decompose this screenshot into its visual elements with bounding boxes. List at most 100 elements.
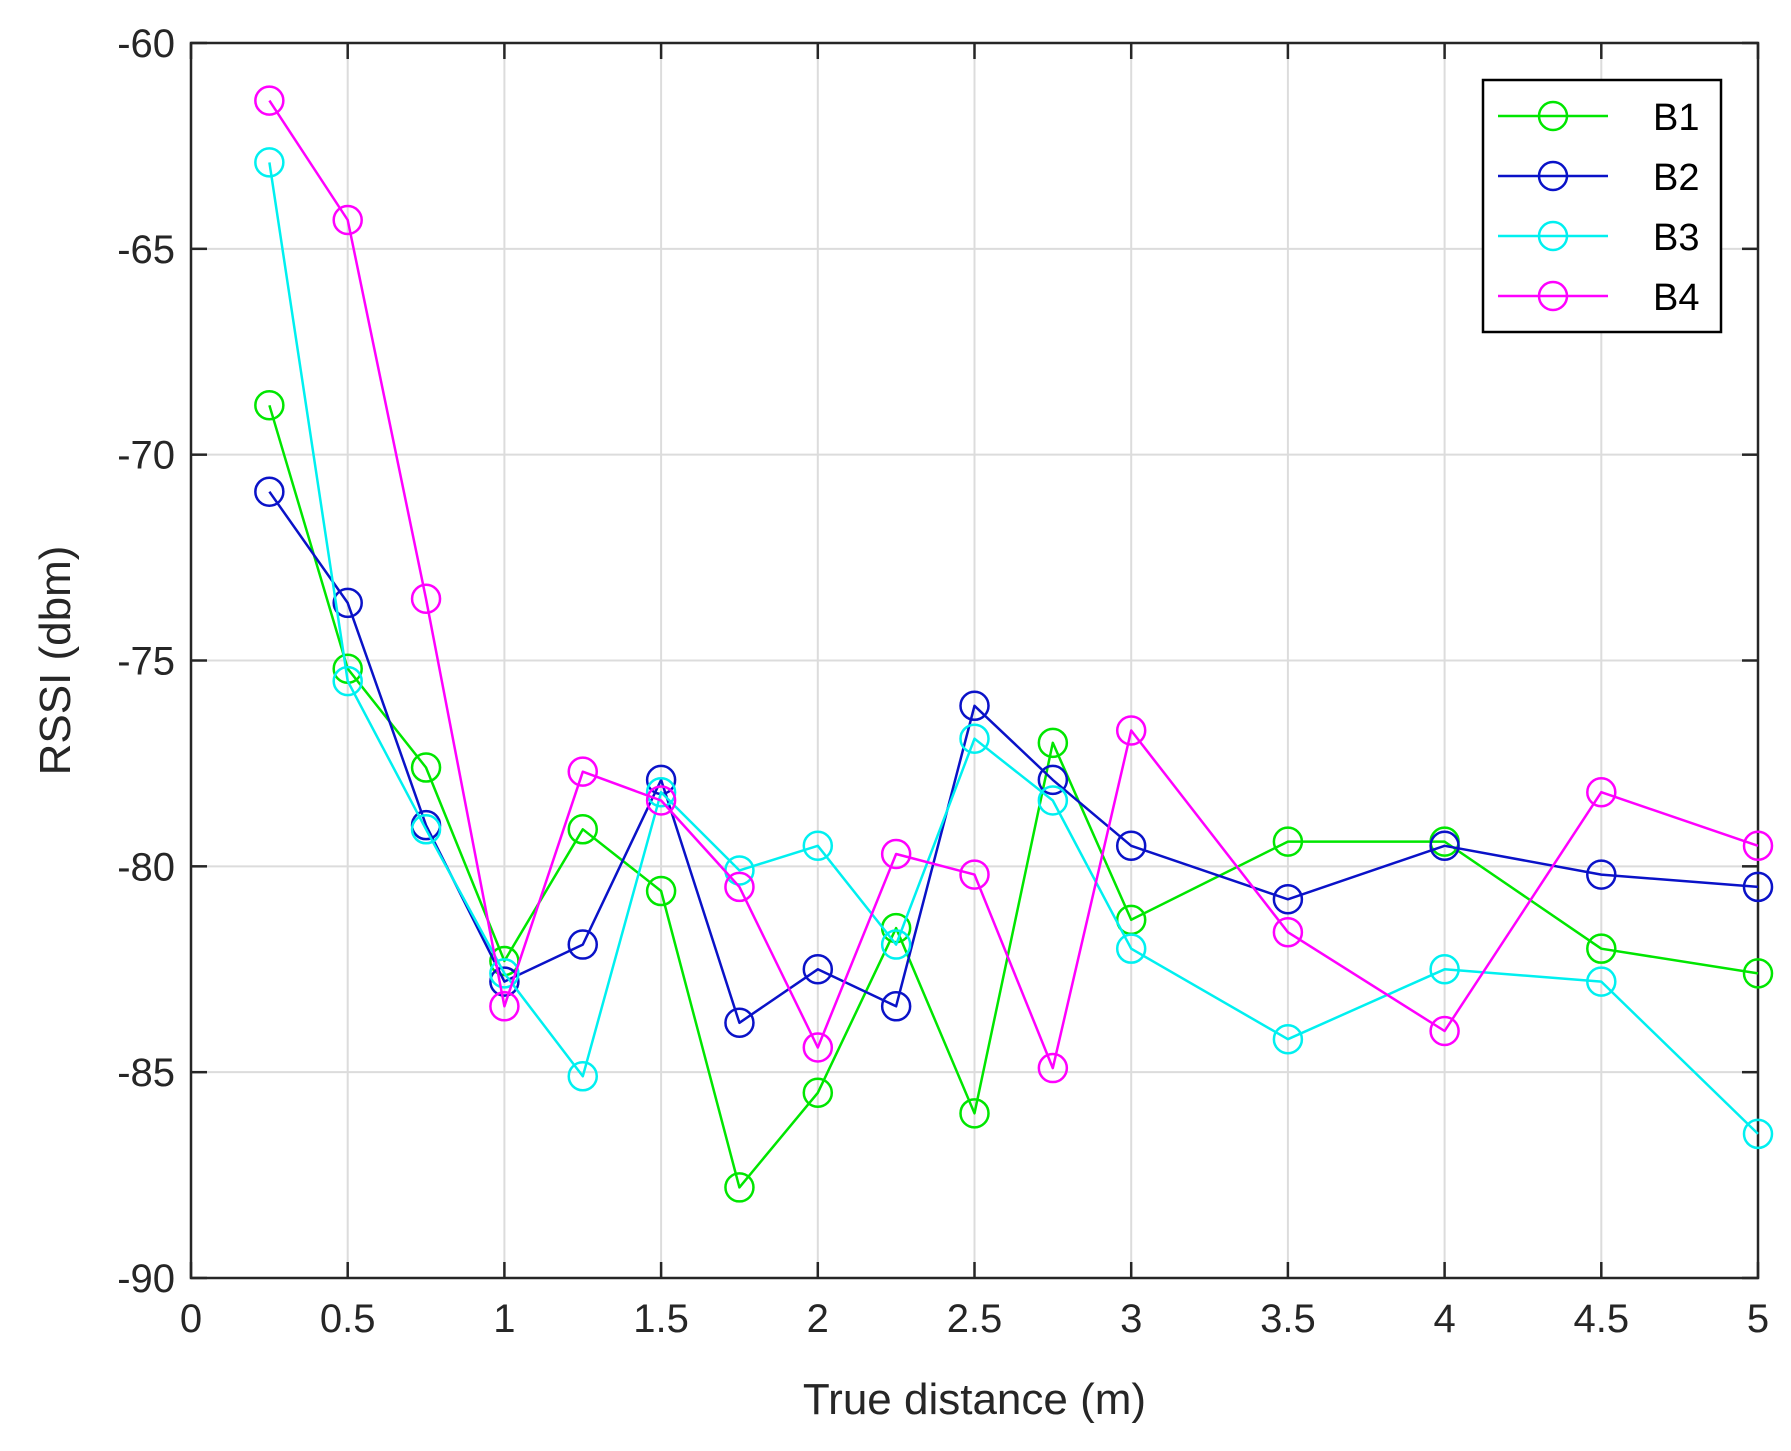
y-tick-label: -85 [117,1051,175,1095]
legend-marker-b3 [1537,220,1569,252]
data-point-b3 [567,1061,598,1092]
data-point-b2 [254,476,285,507]
y-tick-label: -75 [117,640,175,684]
x-tick-label: 5 [1747,1297,1769,1341]
y-tick-label: -90 [117,1257,175,1301]
data-point-b3 [489,958,520,989]
data-point-b4 [410,583,442,614]
legend-box [1481,78,1723,334]
data-point-b3 [1272,1023,1304,1055]
data-point-b2 [567,929,598,960]
legend-label-b1: B1 [1653,97,1699,139]
legend-entry-b1: B1 [1498,97,1699,139]
data-point-b3 [1037,785,1069,816]
series-line-b3 [268,162,1759,1135]
series-b3 [254,147,1774,1150]
y-tick-label: -80 [117,845,175,889]
series-b4 [254,85,1774,1084]
data-point-b3 [802,830,834,861]
data-point-b2 [959,690,990,722]
data-point-b4 [1429,1015,1460,1047]
data-point-b3 [1115,933,1147,964]
data-point-b2 [802,954,834,985]
data-point-b3 [254,147,285,178]
data-point-b2 [1586,859,1617,890]
data-point-b3 [1429,954,1460,985]
data-point-b1 [567,814,598,845]
data-point-b1 [1586,933,1617,964]
data-point-b1 [1037,727,1069,759]
legend-entry-b3: B3 [1498,217,1699,259]
data-point-b4 [489,991,520,1022]
data-point-b4 [254,85,285,116]
data-point-b4 [1586,776,1617,808]
data-point-b3 [1586,966,1617,997]
x-tick-label: 0.5 [320,1297,376,1341]
data-point-b1 [802,1077,834,1108]
x-axis-tick-labels: 0 0.5 1 1.5 2 2.5 3 3.5 4 4.5 5 [180,1297,1769,1341]
axis-ticks [189,41,1760,1280]
data-point-b3 [959,723,990,754]
x-tick-label: 4 [1433,1297,1455,1341]
data-point-b4 [1115,715,1147,746]
data-point-b2 [1037,764,1069,796]
legend-label-b3: B3 [1653,217,1699,259]
data-point-b1 [1742,958,1774,989]
y-tick-label: -70 [117,434,175,478]
x-tick-label: 0 [180,1297,202,1341]
data-point-b2 [1742,871,1774,903]
y-axis-label: RSSI (dbm) [31,546,80,776]
x-tick-label: 2 [807,1297,829,1341]
data-point-b4 [332,204,363,236]
legend-marker-b4 [1537,280,1569,312]
legend-label-b4: B4 [1653,277,1699,319]
data-point-b3 [1742,1118,1774,1150]
data-point-b4 [959,859,990,890]
legend-entry-b4: B4 [1498,277,1699,319]
data-point-b2 [724,1007,755,1039]
data-point-b3 [880,929,912,960]
legend-marker-b1 [1537,100,1569,132]
data-point-b2 [489,966,520,997]
data-point-b1 [1272,826,1304,857]
data-point-b2 [332,587,363,619]
legend: B1 B2 B3 B4 [1481,78,1723,334]
data-point-b1 [959,1098,990,1129]
legend-marker-b2 [1537,160,1569,192]
data-point-b4 [1272,916,1304,948]
data-point-b2 [1272,884,1304,915]
data-point-b1 [254,390,285,421]
data-point-b2 [1429,830,1460,861]
x-tick-label: 3.5 [1260,1297,1316,1341]
data-point-b1 [724,1172,755,1203]
data-point-b4 [802,1032,834,1063]
data-point-b3 [645,776,677,808]
data-point-b1 [410,752,442,783]
data-point-b2 [1115,830,1147,861]
x-tick-label: 3 [1120,1297,1142,1341]
x-tick-label: 1 [493,1297,515,1341]
series-layer [254,85,1774,1203]
data-point-b4 [724,871,755,903]
y-tick-label: -65 [117,228,175,272]
data-point-b4 [645,785,677,816]
data-point-b4 [880,838,912,870]
legend-label-b2: B2 [1653,157,1699,199]
x-tick-label: 1.5 [633,1297,689,1341]
x-tick-label: 4.5 [1573,1297,1629,1341]
data-point-b1 [645,875,677,907]
data-point-b3 [410,814,442,845]
data-point-b4 [1037,1052,1069,1084]
y-axis-tick-labels: -90 -85 -80 -75 -70 -65 -60 [117,22,175,1301]
data-point-b4 [1742,830,1774,861]
x-axis-label: True distance (m) [803,1375,1146,1424]
legend-entry-b2: B2 [1498,157,1699,199]
series-line-b4 [268,99,1759,1070]
data-point-b3 [332,665,363,697]
series-line-b1 [268,404,1759,1189]
y-tick-label: -60 [117,22,175,66]
data-point-b4 [567,756,598,787]
x-tick-label: 2.5 [947,1297,1003,1341]
data-point-b2 [880,991,912,1022]
